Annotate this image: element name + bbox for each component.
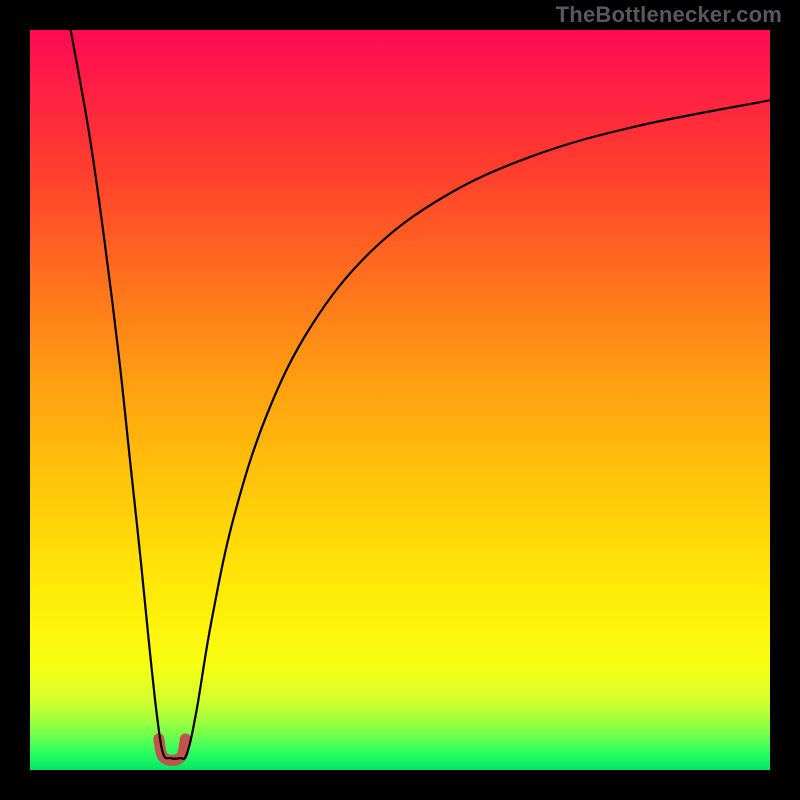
bottleneck-chart bbox=[0, 0, 800, 800]
chart-frame: TheBottlenecker.com bbox=[0, 0, 800, 800]
gradient-background bbox=[30, 30, 770, 770]
watermark-text: TheBottlenecker.com bbox=[556, 2, 782, 28]
